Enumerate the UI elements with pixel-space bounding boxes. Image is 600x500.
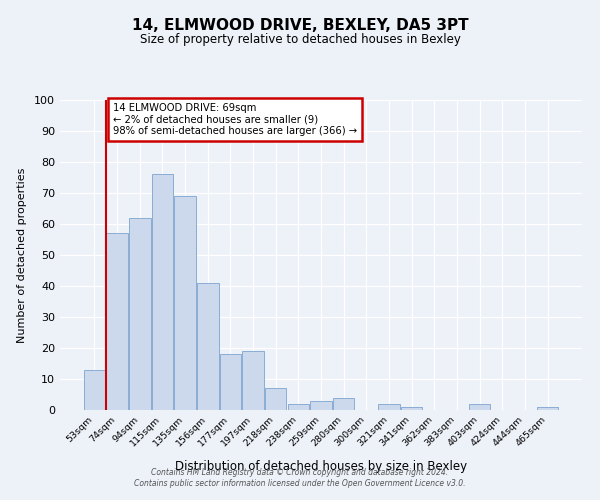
X-axis label: Distribution of detached houses by size in Bexley: Distribution of detached houses by size … (175, 460, 467, 472)
Y-axis label: Number of detached properties: Number of detached properties (17, 168, 27, 342)
Text: 14 ELMWOOD DRIVE: 69sqm
← 2% of detached houses are smaller (9)
98% of semi-deta: 14 ELMWOOD DRIVE: 69sqm ← 2% of detached… (113, 103, 357, 136)
Bar (310, 400, 332, 410)
Bar (333, 398, 355, 410)
Bar (152, 174, 173, 410)
Bar (401, 407, 422, 410)
Bar (469, 404, 490, 410)
Bar (378, 404, 400, 410)
Bar (197, 283, 218, 410)
Bar (129, 218, 151, 410)
Bar (84, 370, 105, 410)
Bar (242, 351, 264, 410)
Bar (265, 388, 286, 410)
Bar (220, 354, 241, 410)
Text: Size of property relative to detached houses in Bexley: Size of property relative to detached ho… (140, 32, 460, 46)
Bar (106, 234, 128, 410)
Bar (537, 407, 558, 410)
Bar (287, 404, 309, 410)
Text: 14, ELMWOOD DRIVE, BEXLEY, DA5 3PT: 14, ELMWOOD DRIVE, BEXLEY, DA5 3PT (131, 18, 469, 32)
Bar (175, 196, 196, 410)
Text: Contains HM Land Registry data © Crown copyright and database right 2024.
Contai: Contains HM Land Registry data © Crown c… (134, 468, 466, 487)
